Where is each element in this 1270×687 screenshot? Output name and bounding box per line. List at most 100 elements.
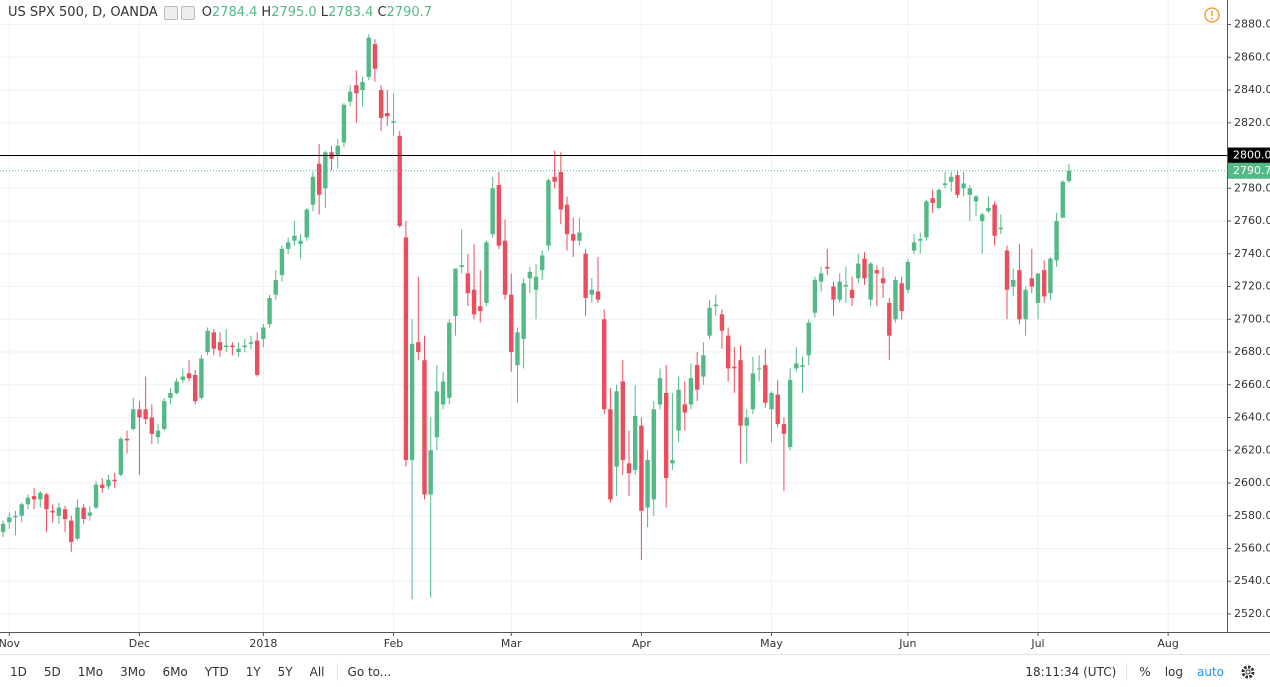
candle-body xyxy=(298,240,303,244)
candle-body xyxy=(552,176,557,182)
candle-body xyxy=(434,391,440,438)
chart: 2520.0 2540.0 2560.0 2580.0 2600.0 2620.0 2640… xyxy=(0,0,1270,650)
y-tick-label: 2840.0 xyxy=(1234,83,1270,96)
candle-body xyxy=(1048,258,1053,294)
settings-icon[interactable] xyxy=(163,5,178,20)
y-tick-label: 2760.0 xyxy=(1234,214,1270,227)
separator xyxy=(1126,662,1128,681)
candle-body xyxy=(682,404,687,413)
candle-body xyxy=(44,494,49,510)
y-tick-label: 2780.0 xyxy=(1234,181,1270,194)
candle-body xyxy=(1023,289,1028,320)
candle-body xyxy=(180,376,186,380)
candle-body xyxy=(905,261,911,290)
candle-body xyxy=(546,180,551,246)
range-button[interactable]: 5D xyxy=(43,664,61,679)
candle-body xyxy=(81,507,86,520)
candle-body xyxy=(639,425,644,511)
candle-body xyxy=(818,273,824,282)
candle-body xyxy=(490,188,495,235)
candle-body xyxy=(831,286,836,300)
percent-button[interactable]: % xyxy=(1139,664,1151,679)
candle-body xyxy=(608,409,613,500)
range-button[interactable]: YTD xyxy=(204,664,229,679)
settings-icon[interactable] xyxy=(180,5,195,20)
candle-body xyxy=(7,517,12,523)
candle-body xyxy=(874,270,880,274)
range-button[interactable]: All xyxy=(309,664,325,679)
candle-body xyxy=(335,145,340,156)
candle-body xyxy=(149,417,155,434)
candle-body xyxy=(527,271,533,279)
range-button[interactable]: 5Y xyxy=(277,664,293,679)
candle-body xyxy=(564,204,570,235)
candle-body xyxy=(1017,270,1022,320)
candle-body xyxy=(837,281,842,300)
candle-body xyxy=(949,176,954,182)
candle-body xyxy=(465,273,471,294)
candle-body xyxy=(843,284,849,287)
candle-body xyxy=(756,368,762,370)
candle-body xyxy=(806,322,811,356)
candle-body xyxy=(211,332,216,349)
candle-body xyxy=(75,507,80,539)
x-tick-label: May xyxy=(760,637,783,650)
candle-body xyxy=(794,363,799,369)
candle-body xyxy=(397,135,402,226)
candle-body xyxy=(19,504,24,516)
candle-body xyxy=(391,121,396,123)
candle-body xyxy=(174,381,179,393)
log-button[interactable]: log xyxy=(1164,664,1183,679)
candle-body xyxy=(440,381,446,405)
candle-body xyxy=(657,378,663,405)
auto-button[interactable]: auto xyxy=(1196,664,1224,679)
candle-body xyxy=(261,327,266,339)
settings-gear[interactable] xyxy=(1240,664,1256,680)
candle-body xyxy=(533,276,539,290)
candle-body xyxy=(360,81,365,91)
candle-body xyxy=(899,283,904,312)
y-tick-label: 2580.0 xyxy=(1234,509,1270,522)
goto-button[interactable]: Go to... xyxy=(347,664,392,679)
separator xyxy=(336,662,338,681)
last-price-label: 2790.7 xyxy=(1233,164,1270,177)
candle-body xyxy=(577,232,582,241)
range-button[interactable]: 1Y xyxy=(245,664,261,679)
candle-body xyxy=(725,335,731,369)
y-tick-label: 2600.0 xyxy=(1234,476,1270,489)
range-button[interactable]: 1D xyxy=(10,664,27,679)
range-button[interactable]: 6Mo xyxy=(162,664,188,679)
candle-body xyxy=(447,322,452,398)
candle-body xyxy=(385,112,390,117)
candle-body xyxy=(50,510,55,513)
ohlc-letter: O xyxy=(201,5,212,20)
ohlc-value: 2784.4 xyxy=(211,5,258,20)
candle-body xyxy=(849,289,855,298)
candle-body xyxy=(924,201,929,238)
candle-body xyxy=(781,424,787,434)
candle-body xyxy=(347,91,353,102)
candle-body xyxy=(279,248,285,276)
candle-body xyxy=(267,297,272,325)
y-tick-label: 2820.0 xyxy=(1234,116,1270,129)
candle-body xyxy=(341,104,347,143)
y-tick-label: 2660.0 xyxy=(1234,378,1270,391)
candle-body xyxy=(403,237,409,461)
candle-body xyxy=(1054,221,1059,261)
candle-body xyxy=(459,265,464,267)
x-tick-label: Dec xyxy=(129,637,150,650)
candle-body xyxy=(967,188,973,195)
candle-body xyxy=(62,509,68,520)
candle-body xyxy=(205,330,210,353)
x-tick-label: Aug xyxy=(1157,637,1178,650)
candle-body xyxy=(626,463,632,474)
last-price-box xyxy=(1228,162,1270,179)
range-button[interactable]: 3Mo xyxy=(120,664,146,679)
candle-body xyxy=(676,389,681,431)
candle-body xyxy=(25,497,31,505)
candle-body xyxy=(304,209,309,238)
candle-body xyxy=(100,484,105,488)
range-button[interactable]: 1Mo xyxy=(77,664,104,679)
y-tick-label: 2640.0 xyxy=(1234,411,1270,424)
